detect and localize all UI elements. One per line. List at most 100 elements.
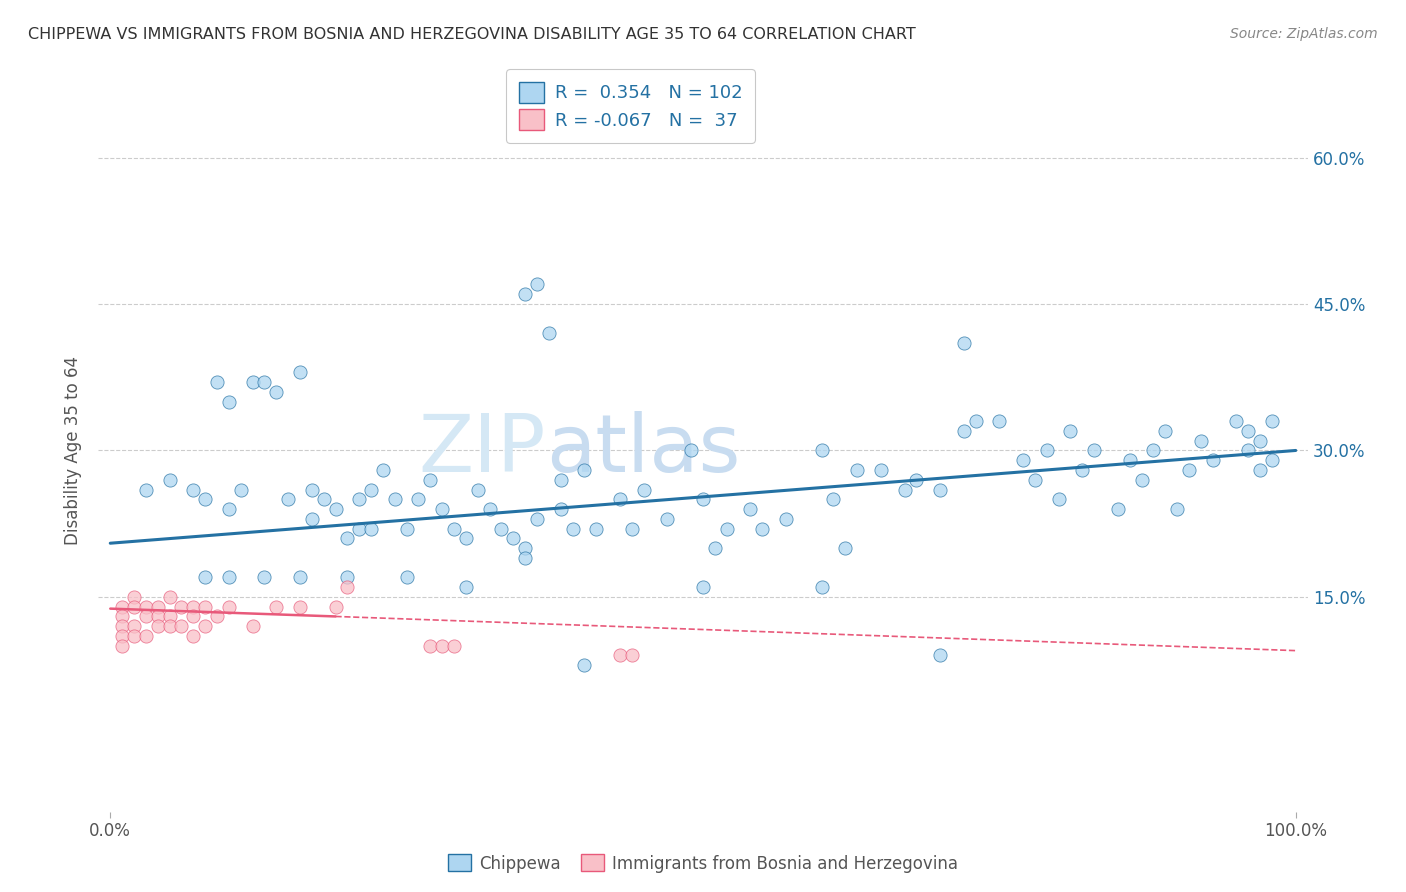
Point (146, 619, 169, 633)
Point (1202, 453, 1225, 467)
Point (384, 492, 406, 507)
Point (135, 629, 157, 643)
Point (1261, 453, 1284, 467)
Point (893, 483, 915, 497)
Point (810, 443, 832, 458)
Point (194, 570, 217, 584)
Text: Source: ZipAtlas.com: Source: ZipAtlas.com (1230, 27, 1378, 41)
Point (288, 599, 311, 614)
Point (288, 365, 311, 379)
Point (371, 463, 394, 477)
Point (1142, 443, 1164, 458)
Point (1249, 434, 1271, 448)
Point (395, 570, 418, 584)
Point (146, 599, 169, 614)
Point (491, 522, 513, 536)
Point (218, 570, 240, 584)
Point (1225, 414, 1247, 428)
Point (1071, 463, 1094, 477)
Point (170, 599, 193, 614)
Point (561, 522, 583, 536)
Legend: R =  0.354   N = 102, R = -0.067   N =  37: R = 0.354 N = 102, R = -0.067 N = 37 (506, 70, 755, 143)
Point (218, 394, 240, 409)
Point (454, 532, 477, 546)
Point (181, 599, 204, 614)
Point (194, 492, 217, 507)
Point (716, 522, 738, 536)
Point (681, 443, 703, 458)
Point (135, 483, 157, 497)
Point (740, 502, 762, 516)
Point (181, 609, 204, 624)
Point (633, 483, 655, 497)
Point (432, 502, 454, 516)
Point (478, 502, 501, 516)
Point (301, 512, 323, 526)
Point (111, 609, 134, 624)
Point (181, 629, 204, 643)
Point (1130, 473, 1153, 487)
Point (135, 609, 157, 624)
Point (1249, 463, 1271, 477)
Point (952, 424, 974, 438)
Point (869, 463, 891, 477)
Point (846, 463, 869, 477)
Point (360, 483, 382, 497)
Point (574, 463, 596, 477)
Point (1261, 414, 1284, 428)
Point (205, 375, 228, 389)
Point (620, 522, 643, 536)
Point (312, 492, 335, 507)
Point (1154, 424, 1177, 438)
Point (264, 384, 287, 399)
Y-axis label: Disability Age 35 to 64: Disability Age 35 to 64 (65, 356, 83, 545)
Point (253, 570, 276, 584)
Point (242, 375, 264, 389)
Legend: Chippewa, Immigrants from Bosnia and Herzegovina: Chippewa, Immigrants from Bosnia and Her… (441, 847, 965, 880)
Point (325, 502, 347, 516)
Point (692, 492, 714, 507)
Point (181, 483, 204, 497)
Point (751, 522, 773, 536)
Point (1047, 492, 1070, 507)
Point (515, 550, 537, 565)
Point (111, 619, 134, 633)
Point (146, 609, 169, 624)
Point (432, 639, 454, 653)
Point (347, 522, 370, 536)
Point (159, 619, 181, 633)
Point (526, 512, 548, 526)
Point (336, 570, 359, 584)
Point (159, 590, 181, 604)
Point (122, 619, 145, 633)
Point (419, 473, 441, 487)
Point (657, 512, 679, 526)
Point (810, 580, 832, 594)
Point (929, 648, 952, 663)
Text: atlas: atlas (546, 411, 740, 490)
Point (1036, 443, 1059, 458)
Point (502, 532, 524, 546)
Point (550, 473, 572, 487)
Point (1059, 424, 1081, 438)
Point (253, 375, 276, 389)
Point (454, 580, 477, 594)
Point (419, 639, 441, 653)
Point (122, 590, 145, 604)
Point (585, 522, 607, 536)
Point (1237, 443, 1260, 458)
Point (159, 473, 181, 487)
Point (347, 492, 370, 507)
Point (443, 522, 465, 536)
Point (988, 414, 1011, 428)
Point (929, 483, 952, 497)
Point (111, 639, 134, 653)
Point (135, 599, 157, 614)
Point (242, 619, 264, 633)
Point (965, 414, 987, 428)
Point (277, 492, 299, 507)
Point (336, 532, 359, 546)
Point (775, 512, 797, 526)
Point (336, 580, 359, 594)
Point (122, 599, 145, 614)
